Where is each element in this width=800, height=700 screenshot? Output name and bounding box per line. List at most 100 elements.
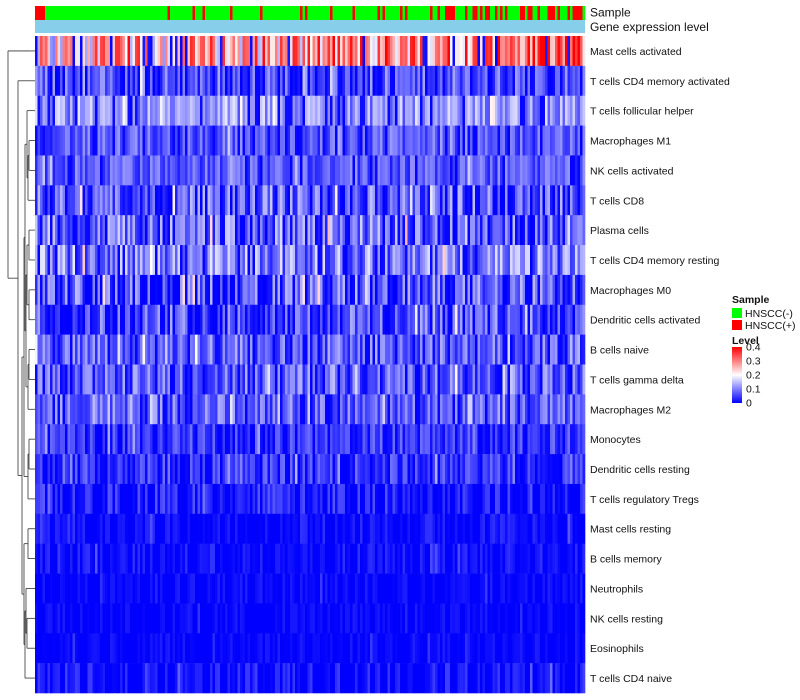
- sample-annotation-cell: [52, 6, 56, 20]
- heatmap-cell: [532, 394, 536, 425]
- heatmap-cell: [537, 36, 541, 67]
- heatmap-cell: [410, 513, 413, 544]
- heatmap-cell: [440, 633, 443, 664]
- heatmap-cell: [247, 573, 251, 604]
- heatmap-cell: [440, 603, 443, 634]
- sample-annotation-cell: [187, 6, 191, 20]
- heatmap-cell: [380, 245, 383, 276]
- heatmap-cell: [285, 454, 288, 485]
- heatmap-cell: [165, 633, 168, 664]
- heatmap-cell: [305, 304, 308, 335]
- heatmap-cell: [335, 483, 338, 515]
- heatmap-cell: [340, 603, 343, 634]
- heatmap-cell: [150, 424, 153, 455]
- heatmap-cell: [425, 394, 428, 425]
- heatmap-cell: [437, 334, 441, 365]
- heatmap-cell: [560, 185, 563, 216]
- heatmap-cell: [72, 95, 76, 126]
- heatmap-cell: [462, 633, 466, 664]
- heatmap-cell: [347, 215, 351, 246]
- heatmap-cell: [212, 454, 216, 485]
- heatmap-cell: [465, 125, 468, 156]
- heatmap-cell: [105, 215, 108, 246]
- heatmap-cell: [105, 245, 108, 276]
- heatmap-cell: [272, 394, 276, 425]
- heatmap-cell: [430, 334, 433, 365]
- heatmap-cell: [297, 573, 301, 604]
- heatmap-cell: [250, 304, 253, 335]
- heatmap-cell: [40, 95, 43, 126]
- heatmap-cell: [312, 633, 316, 664]
- heatmap-cell: [297, 155, 301, 186]
- heatmap-cell: [217, 65, 221, 97]
- heatmap-cell: [575, 245, 578, 276]
- heatmap-cell: [97, 454, 101, 485]
- heatmap-cell: [125, 304, 128, 335]
- sample-annotation-cell: [315, 6, 318, 20]
- heatmap-cell: [35, 364, 38, 395]
- heatmap-cell: [372, 633, 376, 664]
- heatmap-cell: [245, 364, 248, 395]
- heatmap-cell: [330, 215, 333, 246]
- heatmap-cell: [482, 603, 486, 634]
- heatmap-cell: [277, 65, 281, 97]
- heatmap-cell: [200, 155, 203, 186]
- heatmap-cell: [362, 36, 366, 67]
- heatmap-cell: [485, 215, 488, 246]
- heatmap-cell: [552, 424, 556, 455]
- heatmap-cell: [180, 543, 183, 574]
- heatmap-cell: [407, 334, 411, 365]
- heatmap-cell: [110, 364, 113, 395]
- heatmap-cell: [90, 245, 93, 276]
- heatmap-cell: [247, 633, 251, 664]
- heatmap-cell: [235, 36, 238, 67]
- heatmap-cell: [205, 513, 208, 544]
- heatmap-cell: [47, 125, 51, 156]
- heatmap-cell: [290, 65, 293, 97]
- heatmap-cell: [582, 155, 586, 186]
- heatmap-cell: [277, 334, 281, 365]
- heatmap-cell: [362, 95, 366, 126]
- heatmap-cell: [92, 65, 96, 97]
- heatmap-cell: [102, 334, 106, 365]
- heatmap-cell: [140, 334, 143, 365]
- heatmap-cell: [40, 215, 43, 246]
- heatmap-cell: [125, 364, 128, 395]
- heatmap-cell: [370, 185, 373, 216]
- heatmap-cell: [237, 185, 241, 216]
- heatmap-cell: [277, 513, 281, 544]
- heatmap-cell: [142, 36, 146, 67]
- heatmap-cell: [582, 454, 586, 485]
- heatmap-cell: [140, 663, 143, 694]
- heatmap-cell: [375, 334, 378, 365]
- heatmap-cell: [480, 36, 483, 67]
- heatmap-cell: [395, 424, 398, 455]
- heatmap-cell: [462, 245, 466, 276]
- heatmap-cell: [77, 215, 81, 246]
- sample-annotation-cell: [250, 6, 253, 20]
- heatmap-cell: [137, 633, 141, 664]
- heatmap-cell: [150, 95, 153, 126]
- heatmap-cell: [207, 424, 211, 455]
- heatmap-cell: [297, 454, 301, 485]
- heatmap-cell: [515, 454, 518, 485]
- heatmap-cell: [195, 364, 198, 395]
- heatmap-cell: [127, 36, 131, 67]
- heatmap-cell: [307, 65, 311, 97]
- heatmap-cell: [107, 663, 111, 694]
- heatmap-cell: [127, 454, 131, 485]
- heatmap-cell: [502, 155, 506, 186]
- heatmap-cell: [387, 95, 391, 126]
- heatmap-cell: [347, 364, 351, 395]
- heatmap-cell: [540, 334, 543, 365]
- heatmap-cell: [147, 424, 151, 455]
- heatmap-cell: [570, 364, 573, 395]
- heatmap-cell: [222, 215, 226, 246]
- heatmap-cell: [245, 543, 248, 574]
- heatmap-cell: [565, 513, 568, 544]
- sample-annotation-cell: [225, 6, 228, 20]
- heatmap-cell: [127, 155, 131, 186]
- heatmap-cell: [482, 65, 486, 97]
- heatmap-cell: [565, 125, 568, 156]
- heatmap-cell: [385, 125, 388, 156]
